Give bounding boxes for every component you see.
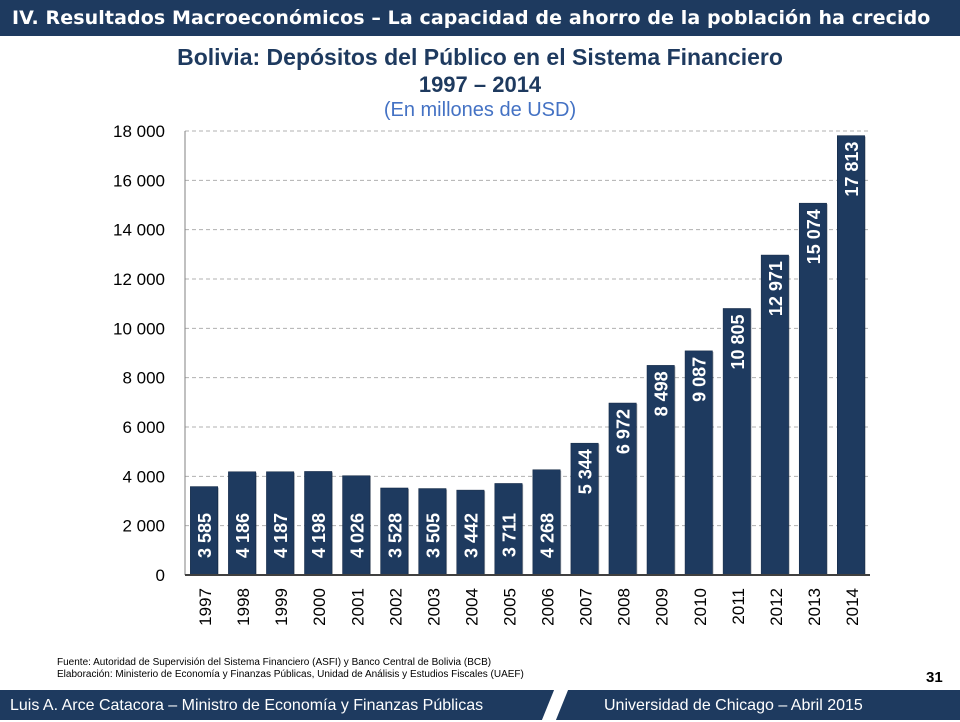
y-tick-label: 8 000 xyxy=(122,369,165,388)
bar xyxy=(570,442,599,576)
x-tick-label: 2008 xyxy=(615,588,634,626)
x-tick-label: 2002 xyxy=(386,588,405,626)
page-number: 31 xyxy=(926,669,943,686)
x-tick-label: 1998 xyxy=(234,588,253,626)
x-tick-label: 1999 xyxy=(272,588,291,626)
bar xyxy=(304,471,333,576)
bar-value-label: 6 972 xyxy=(614,409,634,454)
x-tick-label: 1997 xyxy=(196,588,215,626)
bar xyxy=(418,488,447,576)
x-tick-label: 2013 xyxy=(805,588,824,626)
bar-value-label: 10 805 xyxy=(728,314,748,369)
x-tick-label: 2012 xyxy=(767,588,786,626)
bar-value-label: 15 074 xyxy=(804,209,824,264)
y-tick-label: 16 000 xyxy=(113,171,165,190)
bar-value-label: 4 186 xyxy=(233,513,253,558)
bar xyxy=(837,135,865,576)
x-tick-label: 2003 xyxy=(424,588,443,626)
bar xyxy=(684,350,713,576)
x-tick-label: 2000 xyxy=(310,588,329,626)
chart-title: Bolivia: Depósitos del Público en el Sis… xyxy=(177,44,783,70)
y-tick-label: 0 xyxy=(156,566,165,585)
header-bar: IV. Resultados Macroeconómicos – La capa… xyxy=(0,0,960,36)
x-tick-label: 2001 xyxy=(348,588,367,626)
y-tick-label: 14 000 xyxy=(113,221,165,240)
bar xyxy=(342,475,371,576)
bar-value-label: 4 198 xyxy=(309,513,329,558)
bar xyxy=(228,471,257,576)
bar xyxy=(494,483,523,576)
chart-title-years: 1997 – 2014 xyxy=(418,72,542,97)
x-tick-label: 2004 xyxy=(462,588,481,626)
bar xyxy=(380,487,409,576)
bar xyxy=(456,489,485,576)
bar-value-label: 5 344 xyxy=(576,449,596,494)
x-tick-label: 2006 xyxy=(539,588,558,626)
chart-subtitle: (En millones de USD) xyxy=(383,99,577,121)
bar-value-label: 4 026 xyxy=(347,513,367,558)
y-tick-label: 18 000 xyxy=(113,122,165,141)
footer-institution: Universidad de Chicago – Abril 2015 xyxy=(604,697,863,714)
bar xyxy=(266,471,295,576)
y-tick-label: 6 000 xyxy=(122,418,165,437)
bar xyxy=(798,202,827,576)
y-tick-label: 10 000 xyxy=(113,319,165,338)
x-tick-label: 2011 xyxy=(729,588,748,625)
y-tick-label: 12 000 xyxy=(113,270,165,289)
bar xyxy=(646,365,675,576)
bar-value-label: 12 971 xyxy=(766,261,786,316)
x-tick-label: 2007 xyxy=(577,588,596,626)
footer-divider xyxy=(541,688,569,722)
bar-value-label: 17 813 xyxy=(842,142,862,197)
bar-value-label: 3 505 xyxy=(423,513,443,558)
source-note: Fuente: Autoridad de Supervisión del Sis… xyxy=(57,657,492,668)
bar xyxy=(190,486,218,576)
bar-value-label: 4 268 xyxy=(538,513,558,558)
bar xyxy=(608,402,637,576)
bar-value-label: 4 187 xyxy=(271,513,291,558)
y-tick-label: 4 000 xyxy=(122,467,165,486)
bar xyxy=(760,254,789,576)
x-tick-label: 2014 xyxy=(843,588,862,626)
x-tick-label: 2010 xyxy=(691,588,710,626)
bar-value-label: 3 585 xyxy=(195,513,215,558)
bar-value-label: 3 528 xyxy=(385,513,405,558)
footer-author: Luis A. Arce Catacora – Ministro de Econ… xyxy=(10,697,484,714)
header-title: IV. Resultados Macroeconómicos – La capa… xyxy=(12,7,931,29)
footer-bar xyxy=(0,688,960,722)
bar-value-label: 3 442 xyxy=(461,513,481,558)
bar-value-label: 3 711 xyxy=(499,513,519,557)
bar-value-label: 8 498 xyxy=(652,371,672,416)
x-tick-label: 2009 xyxy=(653,588,672,626)
y-tick-label: 2 000 xyxy=(122,517,165,536)
elaboration-note: Elaboración: Ministerio de Economía y Fi… xyxy=(57,669,524,680)
x-tick-label: 2005 xyxy=(500,588,519,626)
bar xyxy=(532,469,561,576)
bar-value-label: 9 087 xyxy=(690,357,710,402)
